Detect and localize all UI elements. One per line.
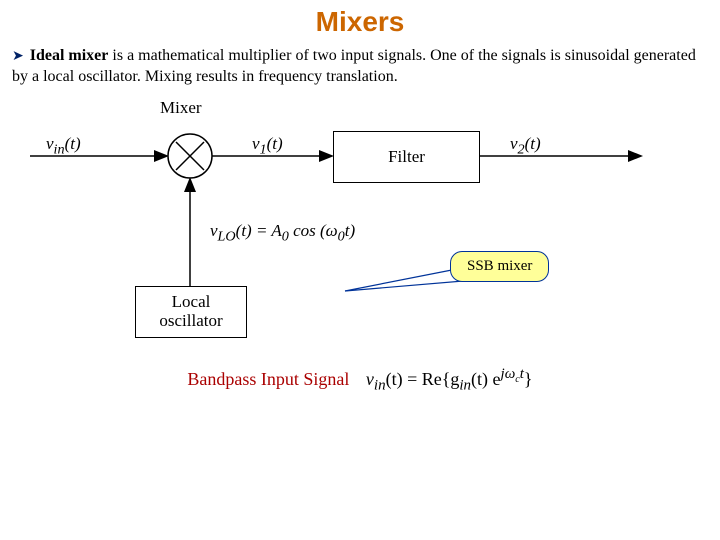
lo-box: Local oscillator <box>135 286 247 338</box>
mixer-label: Mixer <box>160 98 202 118</box>
filter-box: Filter <box>333 131 480 183</box>
vlo-label: vLO(t) = A0 cos (ω0t) <box>210 221 355 245</box>
page-title: Mixers <box>0 0 720 38</box>
eq-label: Bandpass Input Signal <box>187 369 349 389</box>
body-paragraph: ➤ Ideal mixer is a mathematical multipli… <box>0 38 720 88</box>
v2-label: v2(t) <box>510 134 541 158</box>
lead-bold: Ideal mixer <box>30 47 109 64</box>
bullet-icon: ➤ <box>12 49 24 64</box>
v1-label: v1(t) <box>252 134 283 158</box>
vin-label: vin(t) <box>46 134 81 158</box>
bandpass-equation: Bandpass Input Signal vin(t) = Re{gin(t)… <box>0 366 720 395</box>
ssb-callout: SSB mixer <box>450 251 549 282</box>
body-rest: is a mathematical multiplier of two inpu… <box>12 47 696 85</box>
block-diagram: Mixer vin(t) v1(t) Filter v2(t) vLO(t) =… <box>0 96 720 336</box>
